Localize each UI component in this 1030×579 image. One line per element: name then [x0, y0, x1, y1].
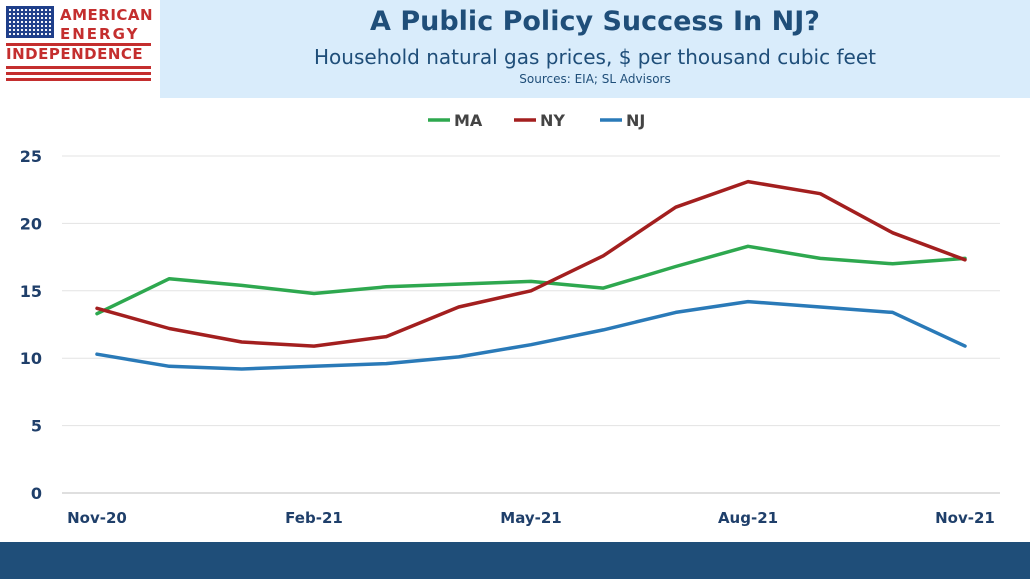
y-tick-label: 5: [31, 417, 42, 436]
legend-label-nj: NJ: [626, 111, 645, 130]
legend-label-ny: NY: [540, 111, 565, 130]
y-tick-label: 25: [20, 147, 42, 166]
footer-bar: [0, 542, 1030, 579]
us-flag-icon: [6, 6, 54, 38]
logo-stripe: [6, 43, 151, 46]
y-tick-label: 0: [31, 484, 42, 503]
logo-stripe: [6, 78, 151, 81]
legend-label-ma: MA: [454, 111, 483, 130]
x-tick-label: Aug-21: [718, 509, 778, 527]
logo-line-3: INDEPENDENCE: [6, 45, 144, 63]
page-title: A Public Policy Success In NJ?: [370, 6, 820, 37]
header-banner: A Public Policy Success In NJ? Household…: [160, 0, 1030, 98]
logo-stripe: [6, 66, 151, 69]
x-tick-label: Nov-21: [935, 509, 995, 527]
y-tick-label: 15: [20, 282, 42, 301]
y-tick-label: 10: [20, 349, 42, 368]
y-tick-label: 20: [20, 214, 42, 233]
logo-stripe: [6, 72, 151, 75]
logo-line-1: AMERICAN: [60, 6, 154, 24]
source-note: Sources: EIA; SL Advisors: [519, 72, 671, 86]
series-line-ny: [95, 179, 967, 348]
series-line-nj: [95, 299, 967, 371]
page-subtitle: Household natural gas prices, $ per thou…: [314, 45, 876, 69]
series-line-ma: [95, 244, 967, 316]
x-tick-label: Nov-20: [67, 509, 127, 527]
x-tick-label: May-21: [500, 509, 561, 527]
x-tick-label: Feb-21: [285, 509, 343, 527]
logo-line-2: ENERGY: [60, 25, 140, 43]
logo: AMERICAN ENERGY INDEPENDENCE: [0, 0, 158, 98]
line-chart: 0 5 10 15 20 25 Nov-20 Feb-21 May-21 Aug-21 Nov-21…: [20, 111, 1000, 527]
